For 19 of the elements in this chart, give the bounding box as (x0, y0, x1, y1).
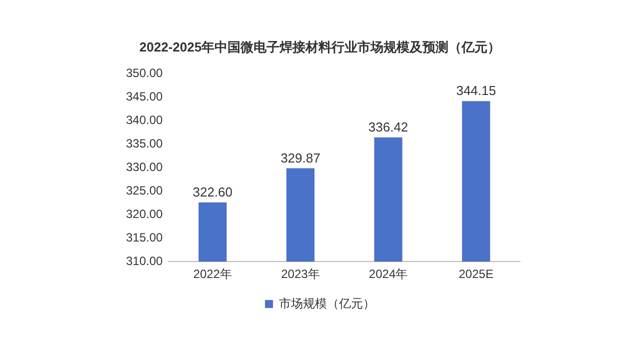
data-label: 329.87 (280, 150, 320, 166)
y-tick-label: 345.00 (126, 89, 164, 104)
y-tick-label: 335.00 (126, 136, 164, 150)
y-tick-label: 325.00 (126, 183, 164, 198)
legend-label: 市场规模（亿元） (279, 296, 375, 310)
x-tick-label: 2023年 (281, 267, 320, 282)
data-label: 344.15 (456, 83, 496, 98)
data-label: 322.60 (192, 184, 232, 200)
y-tick-label: 350.00 (126, 66, 164, 80)
y-tick-label: 315.00 (126, 230, 164, 244)
y-tick-label: 330.00 (126, 160, 164, 174)
x-tick-label: 2024年 (368, 267, 408, 282)
chart-title: 2022-2025年中国微电子焊接材料行业市场规模及预测（亿元） (139, 39, 501, 54)
y-tick-label: 310.00 (126, 254, 164, 268)
x-tick-label: 2025E (458, 267, 494, 282)
x-tick-label: 2022年 (193, 267, 232, 282)
data-label: 336.42 (368, 120, 408, 135)
y-tick-label: 320.00 (126, 206, 164, 221)
y-tick-label: 340.00 (126, 112, 164, 127)
